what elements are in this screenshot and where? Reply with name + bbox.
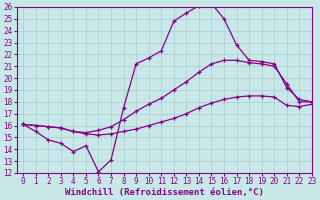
X-axis label: Windchill (Refroidissement éolien,°C): Windchill (Refroidissement éolien,°C) bbox=[65, 188, 264, 197]
